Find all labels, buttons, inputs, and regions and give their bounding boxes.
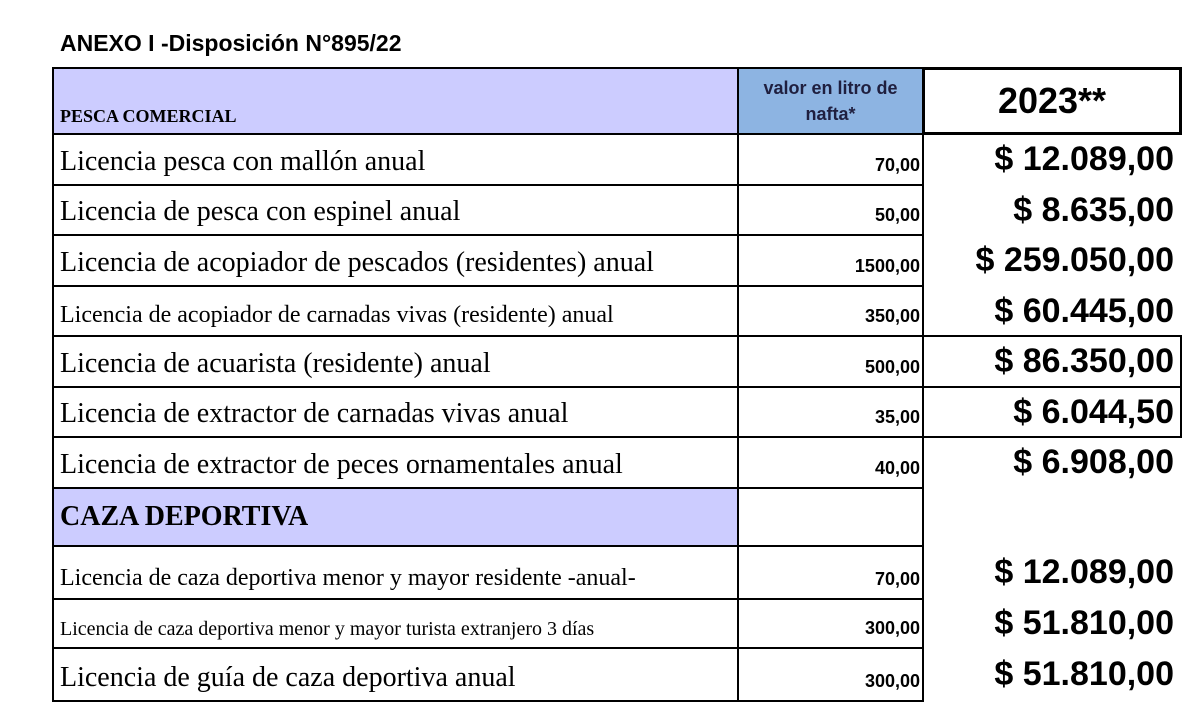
section-heading: CAZA DEPORTIVA bbox=[52, 487, 739, 547]
row-label: Licencia de acuarista (residente) anual bbox=[52, 335, 739, 388]
column-header: PESCA COMERCIAL bbox=[52, 67, 739, 135]
price-value: $ 259.050,00 bbox=[975, 241, 1174, 279]
column-header: valor en litro de nafta* bbox=[737, 67, 924, 135]
row-label: Licencia pesca con mallón anual bbox=[52, 133, 739, 186]
nafta-value: 1500,00 bbox=[737, 234, 924, 287]
row-label: Licencia de pesca con espinel anual bbox=[52, 184, 739, 236]
nafta-value: 70,00 bbox=[737, 133, 924, 186]
row-label: Licencia de extractor de carnadas vivas … bbox=[52, 386, 739, 438]
price-value: $ 86.350,00 bbox=[922, 335, 1182, 388]
empty-cell bbox=[737, 487, 924, 547]
row-label: Licencia de acopiador de pescados (resid… bbox=[52, 234, 739, 287]
nafta-value: 350,00 bbox=[737, 285, 924, 337]
nafta-value: 40,00 bbox=[737, 436, 924, 489]
nafta-value: 50,00 bbox=[737, 184, 924, 236]
page: ANEXO I -Disposición N°895/22 PESCA COME… bbox=[52, 30, 1182, 702]
nafta-value: 300,00 bbox=[737, 598, 924, 649]
nafta-value: 500,00 bbox=[737, 335, 924, 388]
price-value: $ 6.908,00 bbox=[1013, 443, 1174, 481]
row-label: Licencia de acopiador de carnadas vivas … bbox=[52, 285, 739, 337]
nafta-value: 35,00 bbox=[737, 386, 924, 438]
nafta-value: 70,00 bbox=[737, 545, 924, 600]
column-header: 2023** bbox=[922, 67, 1182, 135]
price-value: $ 12.089,00 bbox=[994, 553, 1174, 591]
row-label: Licencia de extractor de peces ornamenta… bbox=[52, 436, 739, 489]
row-label: Licencia de caza deportiva menor y mayor… bbox=[52, 598, 739, 649]
price-value: $ 12.089,00 bbox=[994, 140, 1174, 178]
price-value: $ 6.044,50 bbox=[922, 386, 1182, 438]
price-value: $ 60.445,00 bbox=[994, 291, 1174, 330]
price-value: $ 8.635,00 bbox=[1013, 190, 1174, 229]
price-value: $ 51.810,00 bbox=[994, 604, 1174, 642]
row-label: Licencia de caza deportiva menor y mayor… bbox=[52, 545, 739, 600]
document-title: ANEXO I -Disposición N°895/22 bbox=[60, 30, 402, 56]
